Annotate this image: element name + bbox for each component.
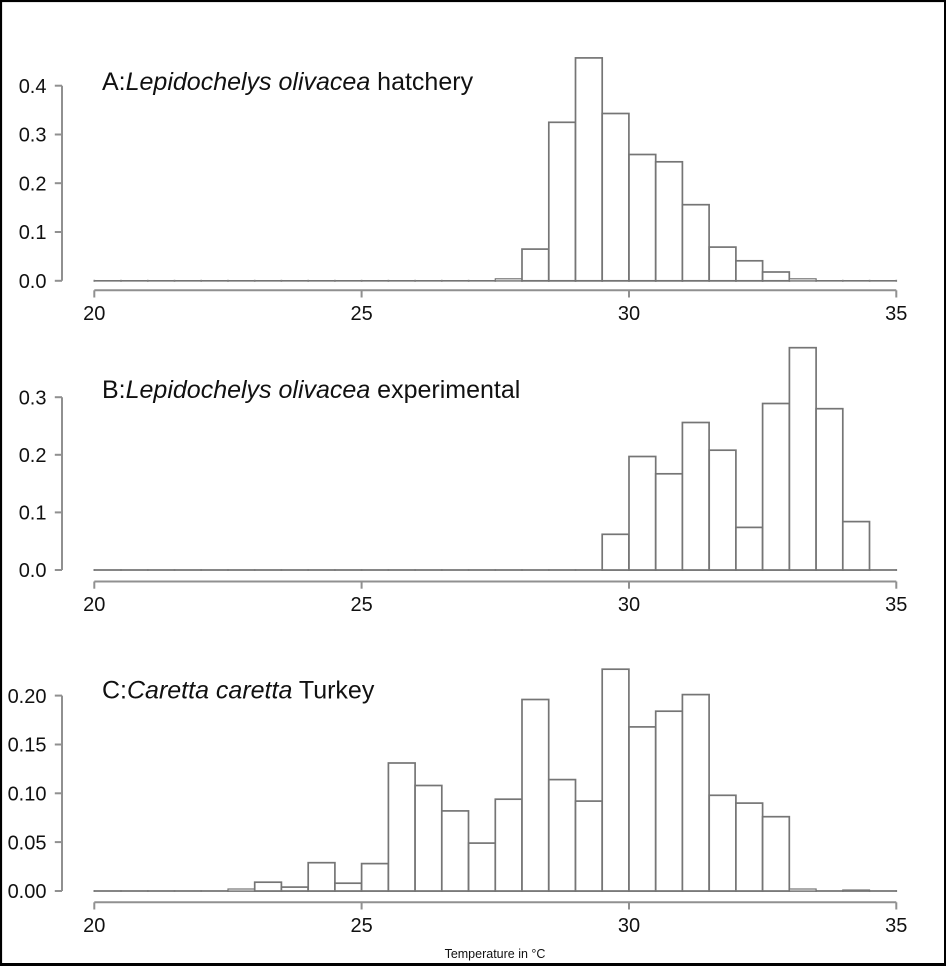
svg-text:20: 20 <box>83 915 105 937</box>
svg-text:0.00: 0.00 <box>8 881 47 903</box>
svg-text:25: 25 <box>350 915 372 937</box>
svg-text:0.05: 0.05 <box>8 832 47 854</box>
svg-text:0.2: 0.2 <box>19 173 47 195</box>
svg-text:0.20: 0.20 <box>8 686 47 708</box>
svg-text:30: 30 <box>618 915 640 937</box>
svg-text:25: 25 <box>350 594 372 616</box>
svg-text:0.3: 0.3 <box>19 387 47 409</box>
svg-text:0.1: 0.1 <box>19 222 47 244</box>
svg-text:0.0: 0.0 <box>19 271 47 293</box>
svg-text:0.4: 0.4 <box>19 76 47 98</box>
svg-text:0.1: 0.1 <box>19 503 47 525</box>
svg-text:0.10: 0.10 <box>8 784 47 806</box>
svg-text:30: 30 <box>618 303 640 325</box>
svg-text:30: 30 <box>618 594 640 616</box>
svg-text:C:Caretta caretta Turkey: C:Caretta caretta Turkey <box>102 677 375 705</box>
svg-text:0.15: 0.15 <box>8 735 47 757</box>
svg-text:A:Lepidochelys olivacea hatche: A:Lepidochelys olivacea hatchery <box>102 68 474 96</box>
svg-text:0.3: 0.3 <box>19 125 47 147</box>
svg-text:20: 20 <box>83 594 105 616</box>
svg-text:35: 35 <box>885 915 907 937</box>
svg-text:25: 25 <box>350 303 372 325</box>
svg-text:B:Lepidochelys olivacea experi: B:Lepidochelys olivacea experimental <box>102 376 520 404</box>
svg-text:35: 35 <box>885 594 907 616</box>
svg-text:0.0: 0.0 <box>19 560 47 582</box>
svg-text:0.2: 0.2 <box>19 445 47 467</box>
svg-text:20: 20 <box>83 303 105 325</box>
svg-text:Temperature in °C: Temperature in °C <box>445 947 546 961</box>
svg-text:35: 35 <box>885 303 907 325</box>
